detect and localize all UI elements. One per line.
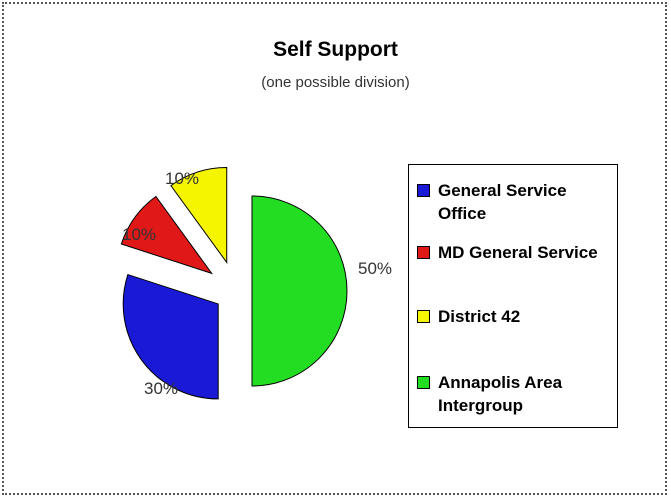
pie-slice-district-42: [170, 166, 228, 265]
legend-label-md-general-service: MD General Service: [438, 243, 598, 262]
legend-swatch-district-42: [417, 310, 430, 323]
legend-label-district-42: District 42: [438, 307, 521, 326]
legend-label-annapolis-area-intergroup: Annapolis Area Intergroup: [438, 373, 563, 415]
legend-item-general-service-office: General Service Office: [417, 179, 618, 225]
chart-legend: General Service Office MD General Servic…: [408, 164, 618, 428]
legend-swatch-general-service-office: [417, 184, 430, 197]
pie-slice-general-service-office: [122, 273, 219, 400]
chart-subtitle: (one possible division): [261, 74, 410, 91]
pie-slice-annapolis-area-intergroup: [251, 195, 348, 387]
legend-item-md-general-service: MD General Service: [417, 241, 618, 264]
data-label-district-42: 10%: [165, 169, 199, 188]
data-label-md-general-service: 10%: [122, 225, 156, 244]
data-label-annapolis-area-intergroup: 50%: [358, 259, 392, 278]
chart-title: Self Support: [273, 38, 398, 61]
legend-label-general-service-office: General Service Office: [438, 181, 567, 223]
legend-item-district-42: District 42: [417, 305, 618, 328]
legend-swatch-annapolis-area-intergroup: [417, 376, 430, 389]
pie-slice-md-general-service: [120, 195, 214, 275]
legend-item-annapolis-area-intergroup: Annapolis Area Intergroup: [417, 371, 618, 417]
data-label-general-service-office: 30%: [144, 379, 178, 398]
legend-swatch-md-general-service: [417, 246, 430, 259]
